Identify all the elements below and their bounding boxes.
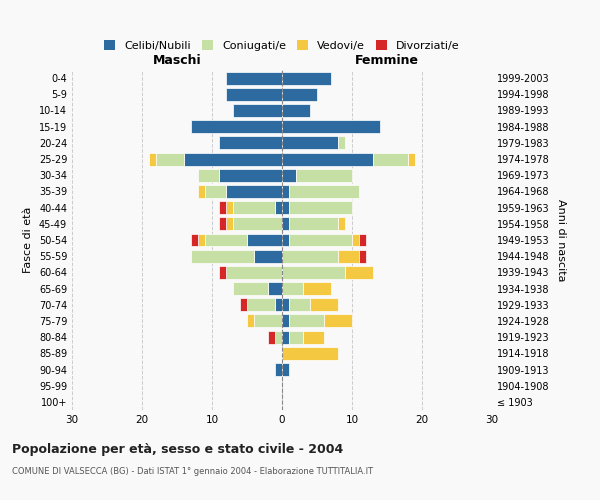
Bar — [282, 314, 289, 328]
Bar — [282, 234, 289, 246]
Bar — [282, 72, 331, 85]
Bar — [310, 298, 338, 311]
Bar — [282, 169, 296, 181]
Bar — [191, 120, 282, 133]
Bar — [268, 282, 282, 295]
Bar — [282, 298, 289, 311]
Bar — [219, 169, 282, 181]
Text: Femmine: Femmine — [355, 54, 419, 67]
Legend: Celibi/Nubili, Coniugati/e, Vedovi/e, Divorziati/e: Celibi/Nubili, Coniugati/e, Vedovi/e, Di… — [104, 40, 460, 51]
Bar — [226, 185, 282, 198]
Bar — [289, 234, 352, 246]
Bar — [303, 282, 331, 295]
Bar — [219, 136, 282, 149]
Bar — [198, 169, 219, 181]
Bar — [233, 282, 268, 295]
Bar — [247, 234, 282, 246]
Bar — [282, 201, 289, 214]
Bar — [254, 250, 282, 262]
Bar — [282, 330, 289, 344]
Text: COMUNE DI VALSECCA (BG) - Dati ISTAT 1° gennaio 2004 - Elaborazione TUTTITALIA.I: COMUNE DI VALSECCA (BG) - Dati ISTAT 1° … — [12, 468, 373, 476]
Bar — [275, 201, 282, 214]
Bar — [282, 363, 289, 376]
Bar — [289, 298, 310, 311]
Bar — [219, 218, 226, 230]
Y-axis label: Fasce di età: Fasce di età — [23, 207, 33, 273]
Bar — [149, 152, 156, 166]
Bar — [338, 250, 359, 262]
Bar — [324, 314, 352, 328]
Bar — [240, 298, 247, 311]
Bar — [289, 185, 359, 198]
Bar — [289, 218, 338, 230]
Bar — [226, 266, 282, 279]
Bar — [289, 330, 303, 344]
Bar — [282, 120, 380, 133]
Bar — [205, 234, 247, 246]
Bar — [359, 250, 366, 262]
Bar — [219, 201, 226, 214]
Bar — [338, 218, 345, 230]
Bar — [191, 250, 254, 262]
Bar — [282, 136, 338, 149]
Y-axis label: Anni di nascita: Anni di nascita — [556, 198, 566, 281]
Bar — [247, 314, 254, 328]
Bar — [198, 234, 205, 246]
Bar — [275, 330, 282, 344]
Bar — [233, 201, 275, 214]
Bar — [275, 298, 282, 311]
Bar — [226, 72, 282, 85]
Bar — [282, 152, 373, 166]
Bar — [233, 104, 282, 117]
Bar — [289, 314, 324, 328]
Bar — [233, 218, 282, 230]
Bar — [282, 282, 303, 295]
Bar — [289, 201, 352, 214]
Bar — [268, 330, 275, 344]
Bar — [226, 201, 233, 214]
Bar — [198, 185, 205, 198]
Bar — [247, 298, 275, 311]
Bar — [282, 250, 338, 262]
Bar — [303, 330, 324, 344]
Text: Popolazione per età, sesso e stato civile - 2004: Popolazione per età, sesso e stato civil… — [12, 442, 343, 456]
Bar — [359, 234, 366, 246]
Bar — [226, 88, 282, 101]
Bar — [282, 347, 338, 360]
Bar — [282, 266, 345, 279]
Bar — [282, 185, 289, 198]
Bar — [282, 88, 317, 101]
Bar — [184, 152, 282, 166]
Bar — [191, 234, 198, 246]
Bar — [205, 185, 226, 198]
Bar — [296, 169, 352, 181]
Bar — [226, 218, 233, 230]
Bar — [338, 136, 345, 149]
Bar — [282, 104, 310, 117]
Bar — [408, 152, 415, 166]
Bar — [219, 266, 226, 279]
Bar — [254, 314, 282, 328]
Bar — [352, 234, 359, 246]
Bar — [345, 266, 373, 279]
Text: Maschi: Maschi — [152, 54, 202, 67]
Bar — [373, 152, 408, 166]
Bar — [282, 218, 289, 230]
Bar — [275, 363, 282, 376]
Bar — [156, 152, 184, 166]
